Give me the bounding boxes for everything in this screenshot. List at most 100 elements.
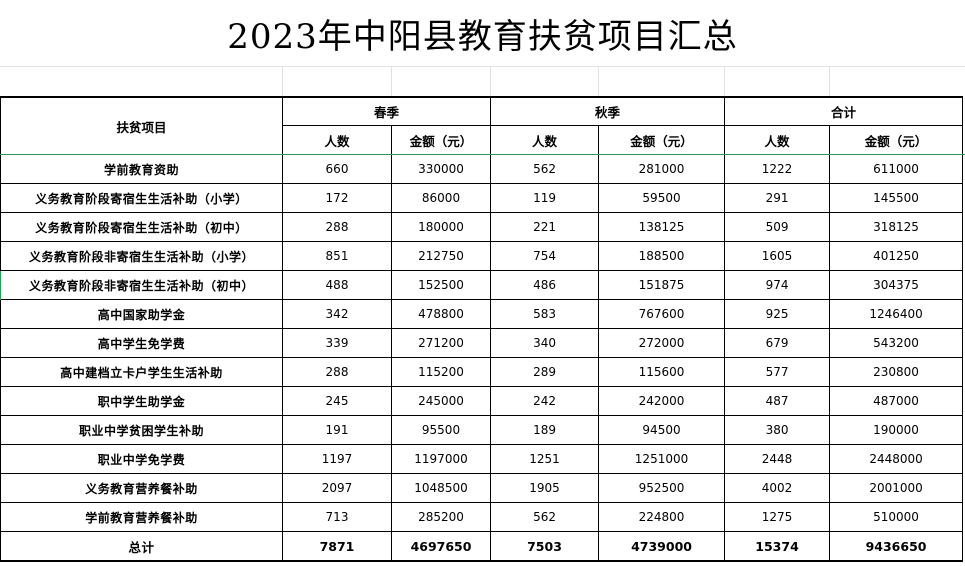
item-cell[interactable]: 学前教育营养餐补助 [0, 502, 283, 532]
spring-count-cell[interactable]: 660 [282, 154, 392, 184]
total-amount-cell[interactable]: 9436650 [829, 531, 964, 562]
spring-amount-cell[interactable]: 4697650 [390, 531, 492, 562]
spring-amount-cell[interactable]: 212750 [390, 241, 492, 271]
item-cell[interactable]: 义务教育阶段寄宿生生活补助（初中） [0, 212, 283, 242]
header-spring[interactable]: 春季 [281, 96, 492, 126]
autumn-count-cell[interactable]: 486 [490, 270, 600, 300]
autumn-amount-cell[interactable]: 188500 [598, 241, 726, 271]
spring-count-cell[interactable]: 288 [282, 357, 392, 387]
autumn-count-cell[interactable]: 562 [490, 502, 600, 532]
spring-count-cell[interactable]: 7871 [282, 531, 392, 562]
total-amount-cell[interactable]: 145500 [829, 183, 964, 213]
autumn-amount-cell[interactable]: 242000 [598, 386, 726, 416]
header-total-amount[interactable]: 金额（元） [829, 125, 964, 155]
autumn-count-cell[interactable]: 7503 [490, 531, 600, 562]
total-amount-cell[interactable]: 487000 [829, 386, 964, 416]
total-amount-cell[interactable]: 230800 [829, 357, 964, 387]
autumn-count-cell[interactable]: 754 [490, 241, 600, 271]
spring-amount-cell[interactable]: 115200 [390, 357, 492, 387]
total-count-cell[interactable]: 1275 [724, 502, 831, 532]
total-count-cell[interactable]: 4002 [724, 473, 831, 503]
spring-count-cell[interactable]: 288 [282, 212, 392, 242]
autumn-amount-cell[interactable]: 138125 [598, 212, 726, 242]
spring-amount-cell[interactable]: 478800 [390, 299, 492, 329]
spring-amount-cell[interactable]: 330000 [390, 154, 492, 184]
autumn-amount-cell[interactable]: 59500 [598, 183, 726, 213]
header-autumn-amount[interactable]: 金额（元） [598, 125, 726, 155]
item-cell[interactable]: 职业中学免学费 [0, 444, 283, 474]
item-cell[interactable]: 高中学生免学费 [0, 328, 283, 358]
header-spring-count[interactable]: 人数 [282, 125, 392, 155]
autumn-count-cell[interactable]: 221 [490, 212, 600, 242]
total-amount-cell[interactable]: 318125 [829, 212, 964, 242]
spring-count-cell[interactable]: 1197 [282, 444, 392, 474]
item-cell[interactable]: 职中学生助学金 [0, 386, 283, 416]
total-count-cell[interactable]: 2448 [724, 444, 831, 474]
spring-count-cell[interactable]: 851 [282, 241, 392, 271]
total-amount-cell[interactable]: 190000 [829, 415, 964, 445]
header-item[interactable]: 扶贫项目 [0, 96, 283, 155]
spring-amount-cell[interactable]: 86000 [390, 183, 492, 213]
total-amount-cell[interactable]: 401250 [829, 241, 964, 271]
total-count-cell[interactable]: 15374 [724, 531, 831, 562]
autumn-count-cell[interactable]: 340 [490, 328, 600, 358]
total-count-cell[interactable]: 974 [724, 270, 831, 300]
total-count-cell[interactable]: 679 [724, 328, 831, 358]
spring-count-cell[interactable]: 713 [282, 502, 392, 532]
autumn-amount-cell[interactable]: 272000 [598, 328, 726, 358]
spring-count-cell[interactable]: 339 [282, 328, 392, 358]
item-cell[interactable]: 职业中学贫困学生补助 [0, 415, 283, 445]
spring-amount-cell[interactable]: 1048500 [390, 473, 492, 503]
item-cell[interactable]: 高中建档立卡户学生生活补助 [0, 357, 283, 387]
autumn-amount-cell[interactable]: 281000 [598, 154, 726, 184]
header-autumn-count[interactable]: 人数 [490, 125, 600, 155]
autumn-amount-cell[interactable]: 151875 [598, 270, 726, 300]
spring-count-cell[interactable]: 342 [282, 299, 392, 329]
total-count-cell[interactable]: 925 [724, 299, 831, 329]
spring-count-cell[interactable]: 191 [282, 415, 392, 445]
total-count-cell[interactable]: 291 [724, 183, 831, 213]
total-amount-cell[interactable]: 2448000 [829, 444, 964, 474]
total-amount-cell[interactable]: 611000 [829, 154, 964, 184]
autumn-count-cell[interactable]: 1905 [490, 473, 600, 503]
total-count-cell[interactable]: 380 [724, 415, 831, 445]
total-count-cell[interactable]: 577 [724, 357, 831, 387]
autumn-count-cell[interactable]: 189 [490, 415, 600, 445]
spring-amount-cell[interactable]: 1197000 [390, 444, 492, 474]
total-count-cell[interactable]: 1222 [724, 154, 831, 184]
autumn-count-cell[interactable]: 289 [490, 357, 600, 387]
item-cell[interactable]: 高中国家助学金 [0, 299, 283, 329]
spring-amount-cell[interactable]: 271200 [390, 328, 492, 358]
total-amount-cell[interactable]: 1246400 [829, 299, 964, 329]
total-count-cell[interactable]: 509 [724, 212, 831, 242]
autumn-count-cell[interactable]: 562 [490, 154, 600, 184]
spring-count-cell[interactable]: 488 [282, 270, 392, 300]
total-amount-cell[interactable]: 543200 [829, 328, 964, 358]
spring-count-cell[interactable]: 2097 [282, 473, 392, 503]
autumn-amount-cell[interactable]: 224800 [598, 502, 726, 532]
autumn-amount-cell[interactable]: 115600 [598, 357, 726, 387]
total-amount-cell[interactable]: 510000 [829, 502, 964, 532]
header-total-count[interactable]: 人数 [724, 125, 831, 155]
autumn-amount-cell[interactable]: 4739000 [598, 531, 726, 562]
spring-amount-cell[interactable]: 95500 [390, 415, 492, 445]
item-cell[interactable]: 义务教育营养餐补助 [0, 473, 283, 503]
item-cell[interactable]: 义务教育阶段非寄宿生生活补助（初中） [0, 270, 283, 300]
header-autumn[interactable]: 秋季 [490, 96, 726, 126]
item-cell[interactable]: 义务教育阶段非寄宿生生活补助（小学） [0, 241, 283, 271]
spring-amount-cell[interactable]: 285200 [390, 502, 492, 532]
total-label-cell[interactable]: 总计 [0, 531, 283, 562]
spring-amount-cell[interactable]: 152500 [390, 270, 492, 300]
autumn-count-cell[interactable]: 583 [490, 299, 600, 329]
item-cell[interactable]: 学前教育资助 [0, 154, 283, 184]
autumn-amount-cell[interactable]: 767600 [598, 299, 726, 329]
autumn-amount-cell[interactable]: 1251000 [598, 444, 726, 474]
total-count-cell[interactable]: 1605 [724, 241, 831, 271]
total-amount-cell[interactable]: 304375 [829, 270, 964, 300]
item-cell[interactable]: 义务教育阶段寄宿生生活补助（小学） [0, 183, 283, 213]
spring-count-cell[interactable]: 245 [282, 386, 392, 416]
total-count-cell[interactable]: 487 [724, 386, 831, 416]
header-spring-amount[interactable]: 金额（元） [390, 125, 492, 155]
spring-amount-cell[interactable]: 180000 [390, 212, 492, 242]
autumn-count-cell[interactable]: 242 [490, 386, 600, 416]
